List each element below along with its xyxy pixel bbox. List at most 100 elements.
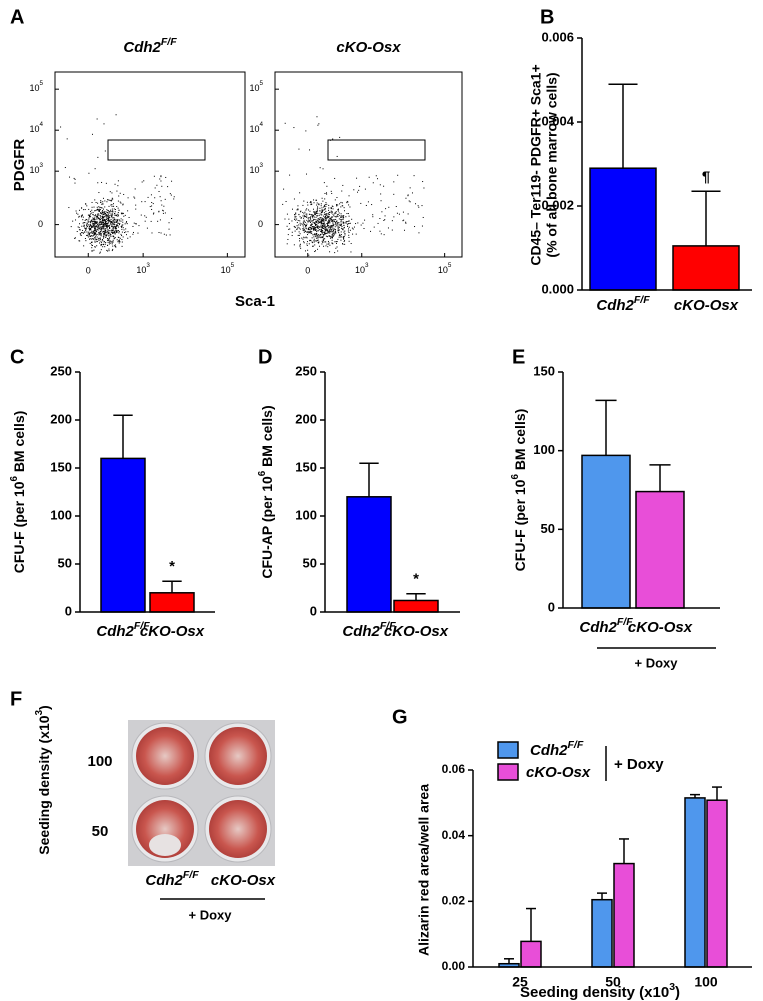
event [324,238,326,240]
event [118,224,120,226]
event [122,236,124,238]
event [336,222,338,224]
event [327,224,329,226]
event [97,182,99,184]
event [92,211,94,213]
event [121,245,123,247]
event [333,230,335,232]
event [105,225,107,227]
event [332,233,334,235]
event [108,216,110,218]
event [310,227,312,229]
event [288,223,290,225]
event [299,246,301,248]
event [353,226,355,228]
event [109,241,111,243]
event [334,212,336,214]
event [324,233,326,235]
event [309,210,311,212]
event [91,244,93,246]
event [316,116,318,118]
event [329,235,331,237]
event [134,188,136,190]
event [336,204,338,206]
event [104,232,106,234]
event [346,202,348,204]
event [383,185,385,187]
y-tick-label-part: 10 [29,84,39,94]
y-tick-label: 105 [29,80,43,94]
event [95,226,97,228]
event [307,209,309,211]
event [343,217,345,219]
event [121,224,123,226]
event [107,229,109,231]
x-tick-label: Cdh2F/F [96,620,150,640]
event [296,222,298,224]
event [337,226,339,228]
event [81,225,83,227]
event [135,223,137,225]
event [315,224,317,226]
event [321,214,323,216]
annotation: ¶ [702,168,710,185]
event [322,223,324,225]
event [112,230,114,232]
event [304,224,306,226]
event [78,216,80,218]
event [317,220,319,222]
y-tick-label: 0.04 [442,828,466,842]
event [329,244,331,246]
event [101,239,103,241]
event [125,228,127,230]
event [132,231,134,233]
event [387,227,389,229]
legend-swatch [497,763,519,781]
event [312,242,314,244]
event [103,216,105,218]
event [310,216,312,218]
event [322,168,324,170]
event [302,211,304,213]
event [146,227,148,229]
event [330,190,332,192]
event [86,231,88,233]
event [117,200,119,202]
event [317,234,319,236]
event [422,216,424,218]
event [327,222,329,224]
event [125,222,127,224]
event [102,217,104,219]
event [299,240,301,242]
event [328,219,330,221]
event [325,213,327,215]
event [124,214,126,216]
event [300,247,302,249]
event [99,228,101,230]
event [100,249,102,251]
event [322,200,324,202]
event [324,229,326,231]
event [120,220,122,222]
event [99,230,101,232]
event [151,201,153,203]
event [299,224,301,226]
event [301,217,303,219]
event [111,192,113,194]
event [122,221,124,223]
event [318,221,320,223]
event [101,211,103,213]
group-label: + Doxy [189,907,233,922]
event [135,208,137,210]
event [310,229,312,231]
event [322,209,324,211]
event [362,222,364,224]
event [117,185,119,187]
event [286,225,288,227]
event [107,239,109,241]
event [314,250,316,252]
event [116,220,118,222]
event [284,218,286,220]
event [324,217,326,219]
event [102,213,104,215]
